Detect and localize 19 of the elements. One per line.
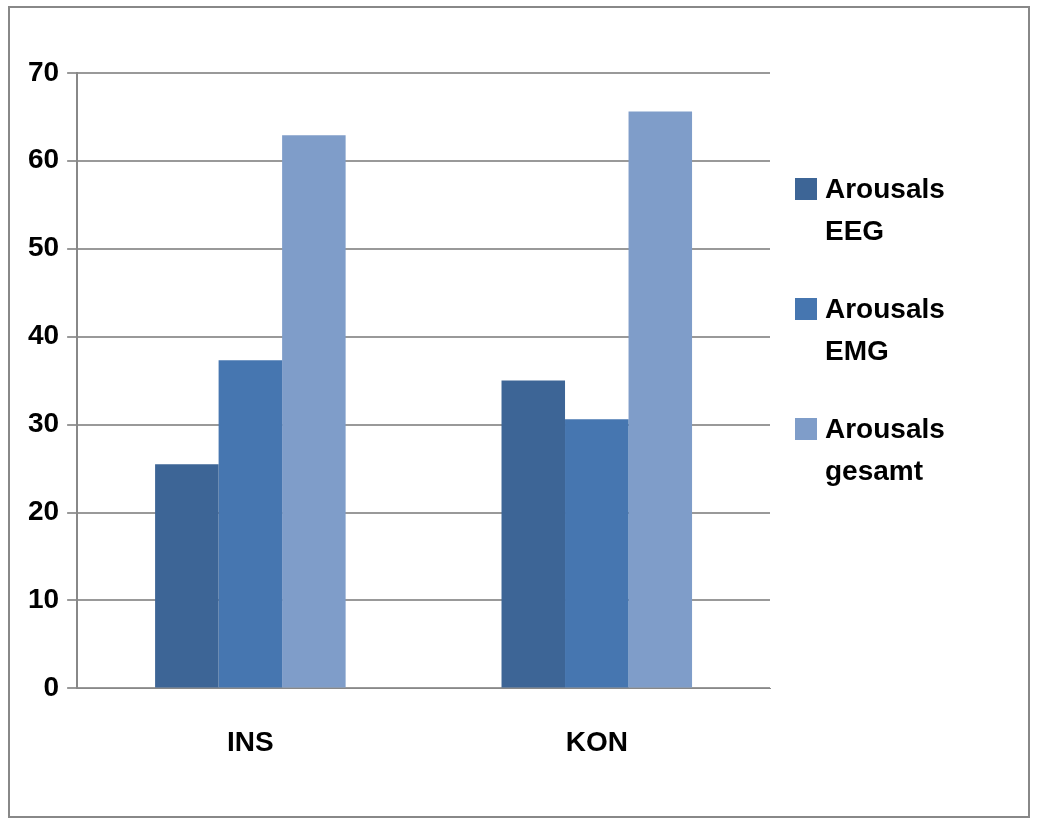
y-tick-label: 70	[27, 55, 60, 87]
legend-label: Arousals EEG	[825, 172, 946, 248]
y-tick-label: 40	[27, 319, 60, 351]
x-tick-label: KON	[565, 725, 628, 757]
bar	[282, 135, 346, 688]
bar	[218, 360, 283, 688]
y-tick-label: 10	[27, 583, 60, 615]
y-tick-label: 50	[27, 231, 60, 263]
bar	[501, 380, 566, 688]
legend-label: Arousals gesamt	[825, 412, 946, 488]
bar	[565, 419, 629, 688]
y-tick-label: 20	[27, 495, 60, 527]
y-tick-label: 0	[43, 671, 60, 703]
bar	[155, 464, 219, 688]
y-tick-label: 60	[27, 143, 60, 175]
legend-label: Arousals EMG	[825, 292, 946, 368]
bar	[628, 111, 693, 688]
y-tick-label: 30	[27, 407, 60, 439]
x-tick-label: INS	[227, 725, 274, 757]
